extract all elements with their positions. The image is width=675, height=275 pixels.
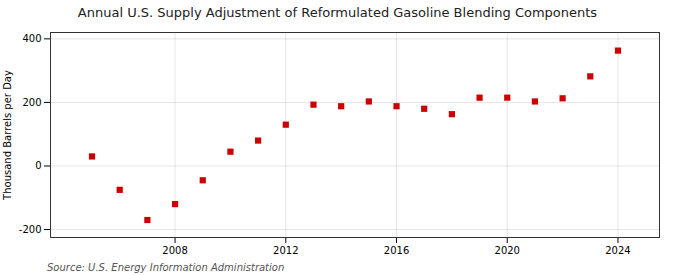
html-text:Source: U.S. Energy Informatio: Source: U.S. Energy Information Administ… <box>47 262 285 273</box>
svg-text:2024: 2024 <box>605 245 630 256</box>
svg-text:2020: 2020 <box>495 245 520 256</box>
svg-text:-200: -200 <box>19 224 42 235</box>
svg-text:2016: 2016 <box>384 245 409 256</box>
svg-text:2008: 2008 <box>162 245 187 256</box>
svg-text:0: 0 <box>35 160 41 171</box>
svg-text:400: 400 <box>22 33 41 44</box>
svg-text:2012: 2012 <box>273 245 298 256</box>
html-text:Annual U.S. Supply Adjustment: Annual U.S. Supply Adjustment of Reformu… <box>77 5 598 20</box>
svg-text:200: 200 <box>22 97 41 108</box>
svg-text:Thousand Barrels per Day: Thousand Barrels per Day <box>2 70 13 201</box>
